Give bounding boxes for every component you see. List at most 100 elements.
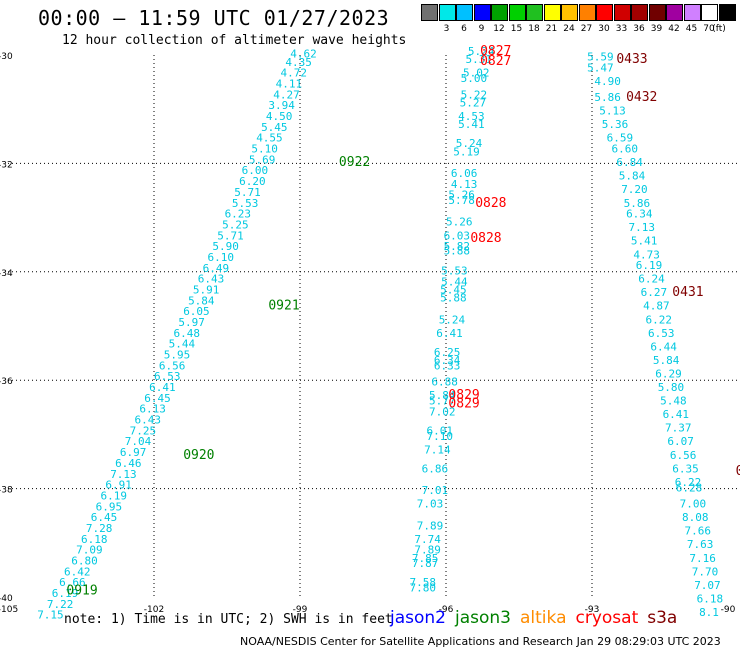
satellite-legend: jason2 jason3 altika cryosat s3a: [390, 608, 686, 628]
wave-height-value: 6.44: [650, 340, 677, 353]
wave-height-value: 6.35: [672, 462, 699, 475]
longitude-tick-label: -102: [144, 605, 164, 615]
wave-height-value: 4.87: [643, 300, 670, 313]
color-scale-label: 70: [703, 24, 715, 34]
color-scale-unit: (ft): [712, 24, 726, 34]
color-swatch: [666, 4, 683, 21]
wave-height-value: 6.97: [120, 446, 147, 459]
color-scale-label: 45: [685, 24, 698, 34]
color-scale-label: 42: [668, 24, 680, 34]
footnote: note: 1) Time is in UTC; 2) SWH is in fe…: [64, 612, 393, 627]
wave-height-value: 7.80: [410, 582, 437, 595]
wave-height-value: 6.88: [431, 376, 458, 389]
wave-height-value: 5.24: [468, 45, 495, 58]
wave-height-value: 7.63: [687, 538, 714, 551]
wave-height-value: 4.55: [256, 132, 283, 145]
wave-height-value: 5.41: [631, 235, 658, 248]
color-swatch: [631, 4, 648, 21]
wave-height-value: 5.84: [188, 294, 215, 307]
wave-height-value: 5.97: [178, 316, 205, 329]
wave-height-value: 5.44: [441, 275, 468, 288]
color-swatch: [491, 4, 508, 21]
wave-height-value: 5.25: [222, 218, 249, 231]
wave-height-value: 5.88: [444, 244, 471, 257]
wave-height-value: 7.87: [412, 557, 439, 570]
wave-height-value: 6.53: [154, 370, 181, 383]
longitude-tick-label: -99: [293, 605, 308, 615]
wave-height-value: 7.13: [110, 468, 137, 481]
wave-height-value: 6.41: [436, 327, 463, 340]
latitude-tick-label: -40: [0, 594, 13, 604]
longitude-tick-label: -96: [439, 605, 454, 615]
wave-height-value: 7.28: [86, 522, 113, 535]
wave-height-value: 5.45: [261, 121, 288, 134]
wave-height-value: 7.13: [629, 221, 656, 234]
wave-height-value: 4.73: [633, 248, 660, 261]
color-swatch: [473, 4, 491, 21]
wave-height-value: 5.77: [429, 395, 456, 408]
color-scale-label: 12: [493, 24, 505, 34]
map-title: 00:00 – 11:59 UTC 01/27/2023: [38, 6, 390, 30]
wave-height-value: 7.16: [689, 552, 716, 565]
wave-height-value: 6.56: [670, 449, 697, 462]
axis-labels: -105 -102 -99 -96 -93 -90 -30 -32 -34 -36 -38 -40: [0, 52, 736, 615]
map-subtitle: 12 hour collection of altimeter wave hei…: [62, 33, 407, 48]
wave-height-value: 5.36: [602, 118, 629, 131]
wave-height-value: 6.18: [697, 592, 724, 605]
legend-entry-cryosat: cryosat: [575, 608, 639, 628]
color-scale-label: 9: [478, 24, 485, 34]
wave-height-value: 6.22: [675, 476, 702, 489]
wave-height-value: 6.66: [59, 576, 86, 589]
wave-height-value: 6.03: [444, 229, 471, 242]
wave-height-value: 6.41: [663, 408, 690, 421]
wave-height-value: 5.44: [169, 338, 196, 351]
wave-height-value: 6.91: [105, 479, 132, 492]
wave-height-value: 6.43: [135, 414, 162, 427]
wave-height-value: 6.95: [96, 500, 123, 513]
latitude-tick-label: -34: [0, 269, 13, 279]
color-swatch: [718, 4, 736, 21]
wave-height-value: 6.10: [208, 251, 235, 264]
wave-height-value: 6.05: [183, 305, 210, 318]
wave-height-value: 6.45: [144, 392, 171, 405]
color-swatch: [613, 4, 631, 21]
wave-height-value: 7.00: [680, 498, 707, 511]
wave-height-value: 6.22: [646, 313, 673, 326]
pass-number-label: 0827: [480, 44, 511, 59]
legend-entry-altika: altika: [520, 608, 567, 628]
color-scale-label: 24: [563, 24, 575, 34]
pass-number-label: 0431: [672, 285, 703, 300]
wave-height-value: 7.03: [417, 498, 444, 511]
wave-height-value: 7.66: [684, 525, 711, 538]
wave-height-value: 5.48: [660, 395, 687, 408]
wave-height-value: 5.95: [164, 349, 191, 362]
wave-height-value: 6.24: [638, 273, 665, 286]
wave-height-value: 7.09: [76, 544, 103, 557]
color-swatch: [578, 4, 596, 21]
latitude-tick-label: -32: [0, 160, 13, 170]
pass-number-label: 0827: [480, 54, 511, 69]
wave-height-value: 6.07: [667, 435, 694, 448]
wave-height-value: 6.41: [149, 381, 176, 394]
legend-entry-s3a: s3a: [647, 608, 678, 628]
pass-number-label: 04: [736, 464, 740, 479]
wave-height-value: 7.07: [694, 579, 721, 592]
color-swatch: [596, 4, 613, 21]
wave-height-value: 5.13: [599, 105, 626, 118]
wave-height-value: 5.19: [453, 145, 480, 158]
wave-height-value: 7.10: [427, 430, 454, 443]
color-swatch: [561, 4, 578, 21]
wave-height-value: 6.53: [648, 327, 675, 340]
wave-height-value: 5.90: [212, 240, 239, 253]
wave-height-value: 7.37: [665, 422, 692, 435]
pass-number-label: 0829: [448, 396, 479, 411]
wave-height-value: 5.86: [624, 197, 651, 210]
wave-height-value: 6.29: [655, 367, 682, 380]
wave-height-value: 4.90: [594, 75, 621, 88]
wave-height-value: 4.53: [458, 110, 485, 123]
wave-height-value: 7.04: [125, 435, 152, 448]
wave-height-value: 5.78: [448, 194, 475, 207]
wave-height-value: 6.18: [81, 533, 108, 546]
wave-height-value: 4.11: [276, 78, 303, 91]
wave-height-value: 6.25: [434, 346, 461, 359]
